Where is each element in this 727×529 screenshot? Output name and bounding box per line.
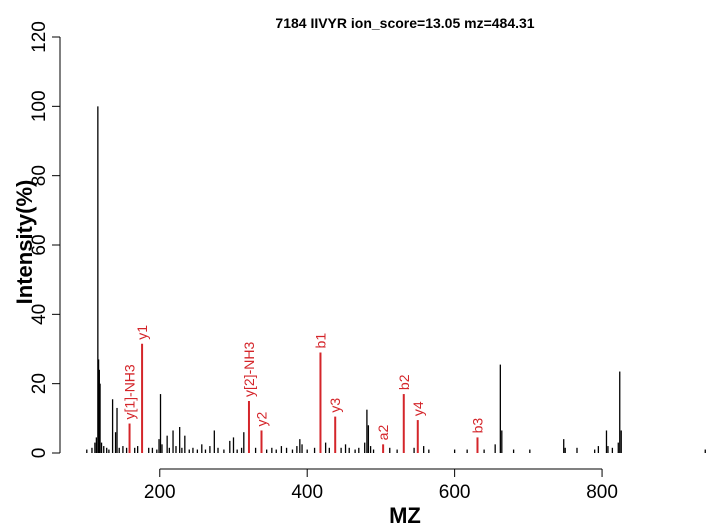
annotation-label-4: b1 [312, 333, 328, 349]
annotated-peaks [128, 343, 479, 453]
annotation-label-3: y2 [253, 411, 269, 426]
annotation-labels: y[1]-NH3 y1 y[2]-NH3 y2 b1 y3 a2 b2 y4 b3 [122, 325, 486, 441]
x-tick-label-2: 600 [439, 482, 471, 503]
y-tick-label-1: 20 [29, 373, 50, 394]
annotation-label-0: y[1]-NH3 [122, 364, 138, 419]
x-tick-label-3: 800 [586, 482, 618, 503]
chart-title: 7184 IIVYR ion_score=13.05 mz=484.31 [275, 15, 534, 31]
annotation-label-7: b2 [396, 374, 412, 390]
y-tick-label-0: 0 [29, 448, 50, 459]
y-tick-label-3: 60 [29, 234, 50, 255]
y-axis-ticks: 0 20 40 60 80 100 120 [29, 21, 60, 458]
y-axis-title: Intensity(%) [12, 180, 37, 305]
y-tick-label-5: 100 [29, 90, 50, 122]
annotation-label-6: a2 [375, 425, 391, 441]
x-axis-title: MZ [389, 503, 421, 528]
annotation-label-9: b3 [469, 418, 485, 434]
annotation-label-8: y4 [410, 401, 426, 416]
annotation-label-5: y3 [327, 398, 343, 413]
x-tick-label-0: 200 [144, 482, 176, 503]
y-tick-label-6: 120 [29, 21, 50, 53]
x-axis-ticks: 200 400 600 800 [144, 469, 618, 503]
y-tick-label-2: 40 [29, 304, 50, 325]
annotation-label-2: y[2]-NH3 [241, 342, 257, 397]
peak-series [86, 106, 706, 453]
annotation-label-1: y1 [134, 325, 150, 340]
y-tick-label-4: 80 [29, 165, 50, 186]
x-tick-label-1: 400 [291, 482, 323, 503]
